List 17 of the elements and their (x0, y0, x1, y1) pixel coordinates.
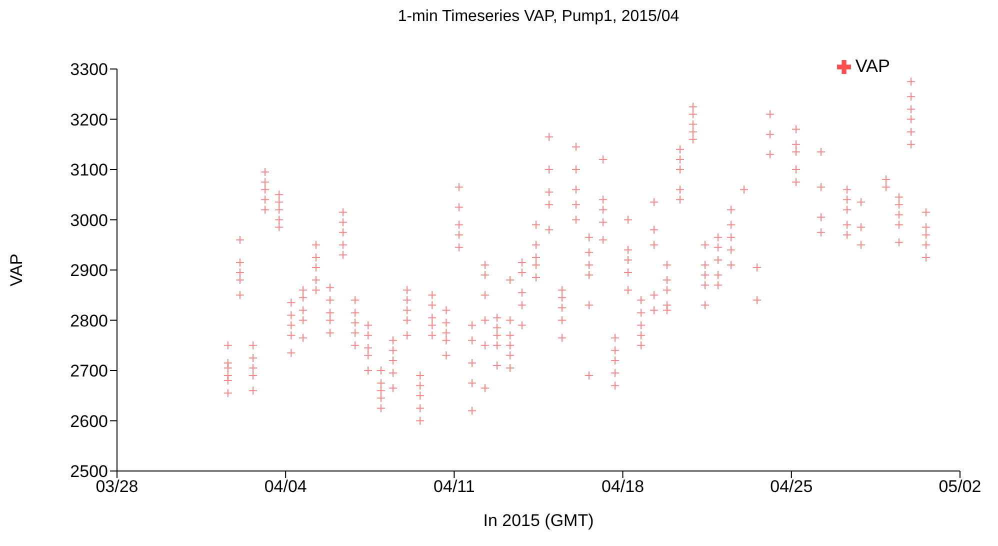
y-tick-label: 3200 (70, 110, 108, 130)
x-tick-label: 05/02 (938, 477, 982, 496)
x-tick-label: 04/11 (434, 477, 475, 496)
y-tick-label: 3100 (70, 160, 108, 180)
y-tick-label: 2800 (70, 311, 108, 330)
chart-title: 1-min Timeseries VAP, Pump1, 2015/04 (396, 8, 680, 26)
x-axis-title: In 2015 (GMT) (483, 511, 594, 530)
x-tick-label: 04/25 (770, 477, 813, 496)
y-axis-title: VAP (7, 254, 26, 286)
y-tick-label: 2700 (70, 362, 108, 381)
x-tick-label: 04/18 (602, 477, 644, 496)
y-tick-label: 3300 (70, 60, 108, 80)
x-tick-label: 04/04 (264, 477, 307, 496)
legend-label: VAP (855, 56, 890, 76)
y-tick-label: 2900 (70, 261, 108, 280)
y-tick-label: 2600 (70, 412, 108, 431)
y-tick-label: 3000 (70, 210, 108, 230)
